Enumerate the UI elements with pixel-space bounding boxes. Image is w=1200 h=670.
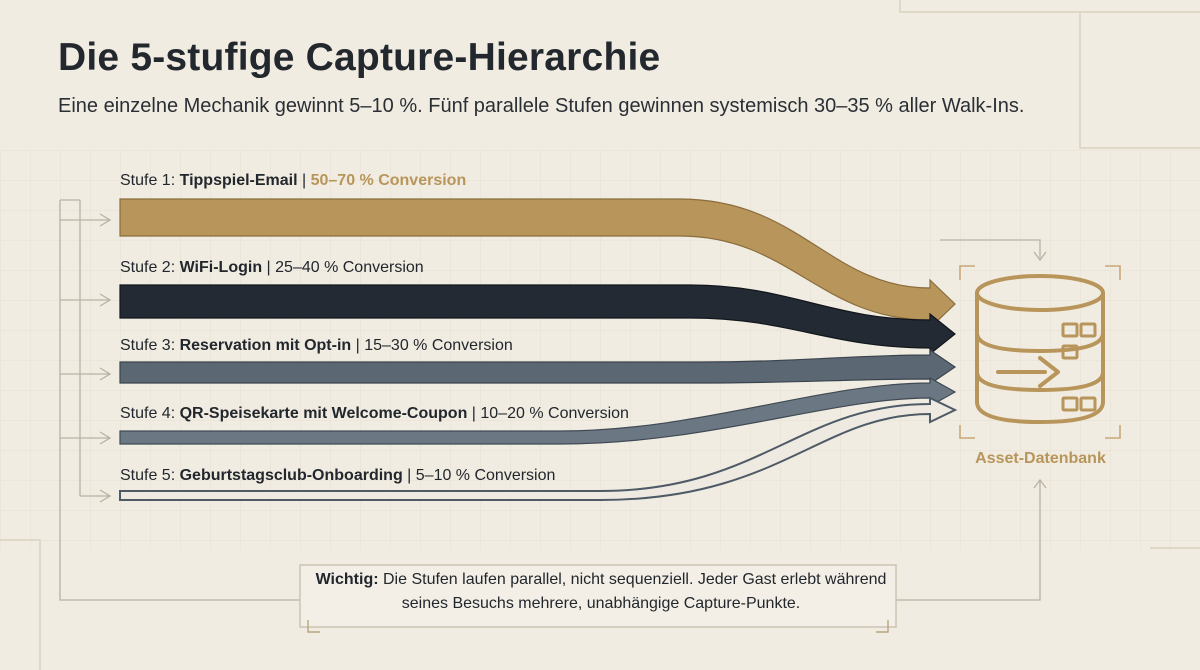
stage-prefix: Stufe 2: [120, 259, 180, 276]
target-frame [959, 265, 1121, 439]
flow-band-stage-2 [119, 284, 956, 356]
flow-band-stage-4 [119, 376, 957, 445]
stage-separator: | [402, 467, 416, 484]
note-box [299, 564, 897, 633]
stage-name: Geburtstagsclub-Onboarding [179, 467, 403, 484]
page-title: Die 5-stufige Capture-Hierarchie [58, 36, 661, 79]
page-subtitle: Eine einzelne Mechanik gewinnt 5–10 %. F… [58, 95, 1025, 117]
stage-rate: 15–30 % Conversion [364, 337, 513, 354]
note-body: Die Stufen laufen parallel, nicht sequen… [378, 571, 887, 612]
stage-separator: | [262, 259, 276, 276]
flow-bands [119, 198, 958, 501]
stage-label-5: Stufe 5: Geburtstagsclub-Onboarding | 5–… [120, 467, 555, 485]
stage-rate: 10–20 % Conversion [480, 405, 629, 422]
stage-rate: 5–10 % Conversion [415, 467, 556, 484]
stage-name: Reservation mit Opt-in [179, 337, 352, 354]
stage-separator: | [297, 172, 311, 189]
feeder-lines [59, 199, 1047, 601]
stage-prefix: Stufe 5: [120, 467, 180, 484]
flow-band-stage-3 [119, 348, 957, 386]
stage-rate: 25–40 % Conversion [275, 259, 424, 276]
stage-name: Tippspiel-Email [179, 172, 298, 189]
stage-prefix: Stufe 4: [120, 405, 180, 422]
stage-prefix: Stufe 1: [120, 172, 180, 189]
stage-label-3: Stufe 3: Reservation mit Opt-in | 15–30 … [120, 337, 513, 355]
stage-name: WiFi-Login [179, 259, 263, 276]
stage-label-1: Stufe 1: Tippspiel-Email | 50–70 % Conve… [120, 172, 466, 190]
stage-rate: 50–70 % Conversion [310, 172, 467, 189]
stage-separator: | [351, 337, 365, 354]
stage-separator: | [467, 405, 481, 422]
flow-band-stage-1 [119, 198, 956, 330]
stage-name: QR-Speisekarte mit Welcome-Coupon [179, 405, 468, 422]
note-bold: Wichtig: [315, 571, 379, 588]
stage-prefix: Stufe 3: [120, 337, 180, 354]
database-label: Asset-Datenbank [975, 450, 1106, 467]
stage-label-2: Stufe 2: WiFi-Login | 25–40 % Conversion [120, 259, 424, 277]
note-text: Wichtig: Die Stufen laufen parallel, nic… [306, 568, 896, 616]
database-icon [975, 274, 1105, 424]
flow-band-stage-5 [119, 396, 958, 501]
stage-label-4: Stufe 4: QR-Speisekarte mit Welcome-Coup… [120, 405, 629, 423]
